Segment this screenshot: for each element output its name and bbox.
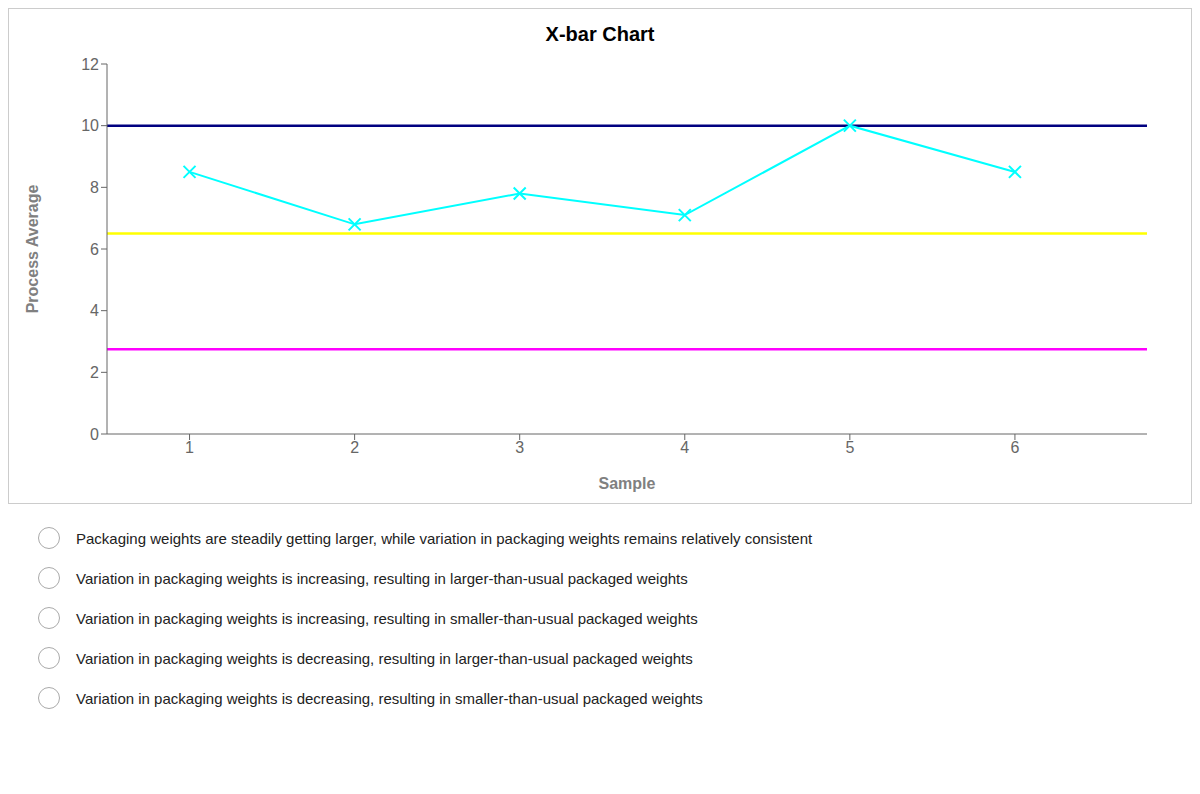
svg-text:2: 2 xyxy=(350,439,359,456)
html-text:Variation in packaging weights: Variation in packaging weights is decrea… xyxy=(76,689,703,707)
svg-text:0: 0 xyxy=(90,426,99,443)
svg-text:1: 1 xyxy=(185,439,194,456)
svg-text:4: 4 xyxy=(680,439,689,456)
svg-text:8: 8 xyxy=(90,179,99,196)
html-text:Variation in packaging weights: Variation in packaging weights is increa… xyxy=(76,609,698,627)
svg-text:6: 6 xyxy=(90,241,99,258)
html-text:X-bar Chart: X-bar Chart xyxy=(545,23,655,45)
html-text:Variation in packaging weights: Variation in packaging weights is decrea… xyxy=(76,649,693,667)
svg-text:3: 3 xyxy=(515,439,524,456)
svg-text:6: 6 xyxy=(1010,439,1019,456)
svg-text:12: 12 xyxy=(81,56,99,73)
svg-text:Sample: Sample xyxy=(599,475,656,492)
svg-text:2: 2 xyxy=(90,364,99,381)
html-text:Variation in packaging weights: Variation in packaging weights is increa… xyxy=(76,569,688,587)
svg-text:4: 4 xyxy=(90,302,99,319)
html-text:Packaging weights are steadily: Packaging weights are steadily getting l… xyxy=(76,529,813,547)
svg-text:10: 10 xyxy=(81,117,99,134)
svg-text:5: 5 xyxy=(845,439,854,456)
svg-text:Process Average: Process Average xyxy=(24,185,41,314)
